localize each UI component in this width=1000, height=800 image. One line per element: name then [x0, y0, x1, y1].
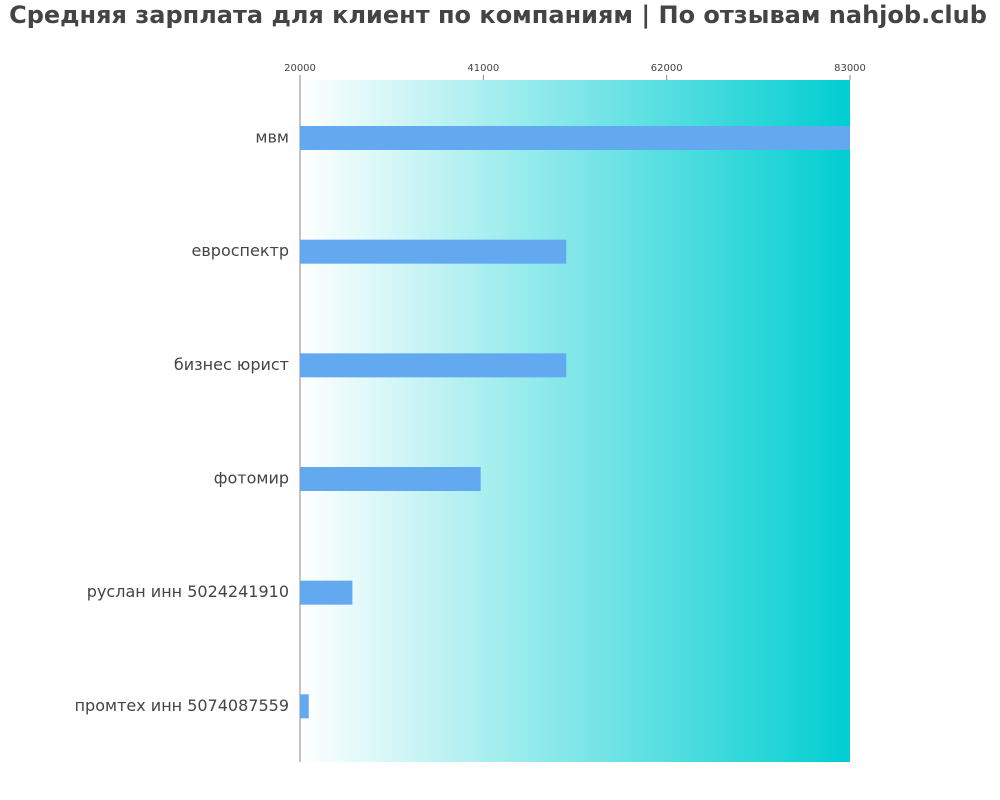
y-tick-label: бизнес юрист: [174, 355, 289, 374]
y-tick-label: руслан инн 5024241910: [87, 582, 289, 601]
x-tick-label: 62000: [651, 63, 683, 74]
y-tick-label: мвм: [255, 128, 289, 147]
bar: [300, 126, 850, 150]
plot-background: [300, 80, 850, 762]
bar: [300, 467, 481, 491]
bar: [300, 239, 567, 264]
bar: [300, 353, 567, 378]
x-tick-label: 41000: [467, 63, 499, 74]
y-tick-label: фотомир: [214, 469, 289, 488]
chart-title: Средняя зарплата для клиент по компаниям…: [9, 1, 987, 29]
y-tick-label: промтех инн 5074087559: [75, 696, 289, 715]
bar: [300, 580, 353, 605]
x-tick-label: 20000: [284, 63, 316, 74]
bar: [300, 694, 309, 719]
x-tick-label: 83000: [834, 63, 866, 74]
y-tick-label: евроспектр: [192, 241, 289, 260]
